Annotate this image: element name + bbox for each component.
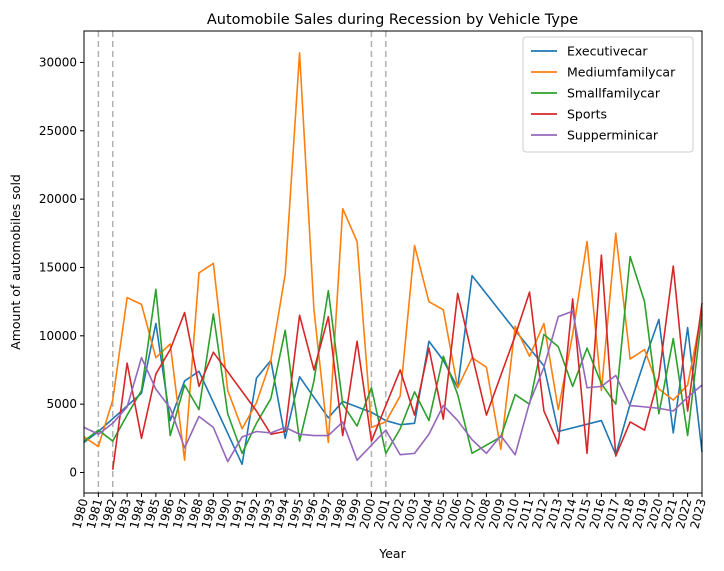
- legend-box: [522, 36, 694, 153]
- legend-label-mediumfamilycar: Mediumfamilycar: [567, 65, 676, 80]
- legend: Executivecar Mediumfamilycar Smallfamilyca…: [522, 36, 694, 153]
- legend-label-supperminicar: Supperminicar: [567, 128, 659, 143]
- y-tick-label: 15000: [39, 260, 77, 274]
- series-line-executivecar: [83, 274, 703, 466]
- plot-frame: [83, 30, 703, 494]
- legend-label-smallfamilycar: Smallfamilycar: [567, 86, 661, 101]
- y-tick-label: 0: [69, 465, 77, 479]
- series-lines: [83, 52, 703, 470]
- legend-label-executivecar: Executivecar: [567, 44, 648, 59]
- series-line-supperminicar: [83, 310, 703, 463]
- recession-lines: [97, 31, 387, 493]
- y-tick-label: 10000: [39, 329, 77, 343]
- series-line-smallfamilycar: [83, 255, 703, 455]
- y-axis-label: Amount of automobiles sold: [8, 174, 23, 350]
- y-tick-label: 5000: [46, 397, 77, 411]
- chart-title: Automobile Sales during Recession by Veh…: [207, 12, 578, 28]
- legend-label-sports: Sports: [567, 107, 607, 122]
- y-axis: 0 5000 10000 15000 20000 25000 30000: [39, 55, 84, 479]
- y-tick-label: 25000: [39, 124, 77, 138]
- y-tick-label: 30000: [39, 55, 77, 69]
- series-line-mediumfamilycar: [83, 52, 703, 462]
- series-line-sports: [111, 254, 703, 470]
- x-axis-label: Year: [378, 546, 406, 561]
- x-axis: 1980198119821983198419851986198719881989…: [69, 493, 709, 530]
- y-tick-label: 20000: [39, 192, 77, 206]
